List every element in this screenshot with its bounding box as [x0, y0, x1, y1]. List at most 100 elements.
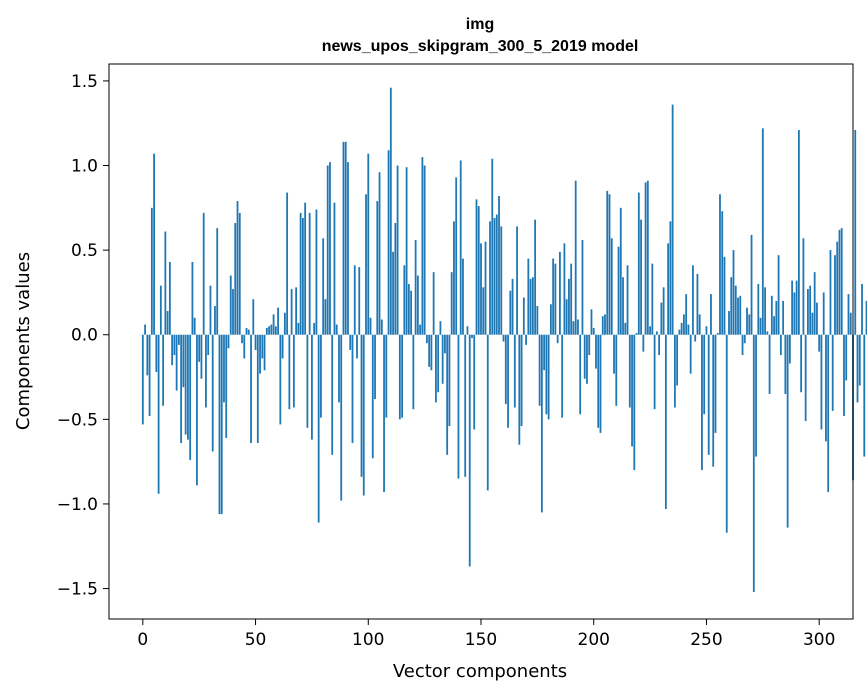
bar-185	[559, 251, 561, 335]
bar-133	[441, 334, 444, 384]
bar-105	[378, 172, 381, 335]
bar-117	[405, 167, 408, 335]
bar-205	[604, 314, 606, 335]
bar-271	[752, 334, 755, 592]
bar-140	[457, 334, 460, 479]
bar-41	[234, 223, 237, 335]
bar-186	[561, 334, 564, 418]
y-tick-label: 0.5	[71, 241, 98, 261]
bar-295	[807, 289, 809, 335]
bar-173	[531, 277, 534, 335]
bar-163	[509, 290, 512, 335]
bar-240	[683, 314, 685, 335]
bar-28	[205, 334, 207, 408]
bar-307	[834, 255, 836, 335]
bar-316	[854, 129, 857, 335]
bar-197	[586, 334, 588, 384]
bar-263	[734, 285, 737, 335]
bar-281	[775, 300, 778, 335]
bar-187	[563, 243, 566, 335]
bar-217	[631, 334, 633, 447]
bar-79	[320, 334, 322, 418]
bar-318	[858, 334, 861, 386]
bar-90	[344, 141, 347, 335]
bar-262	[732, 250, 735, 335]
bar-204	[601, 316, 604, 335]
bar-302	[822, 292, 825, 335]
bar-238	[678, 329, 681, 335]
bar-80	[322, 238, 325, 335]
bar-57	[270, 324, 273, 335]
bar-76	[313, 322, 316, 335]
bar-32	[214, 305, 216, 335]
bar-37	[225, 334, 228, 438]
bar-141	[459, 160, 462, 335]
bar-26	[200, 334, 203, 379]
y-tick-label: 0.0	[71, 326, 98, 346]
bar-121	[414, 239, 417, 335]
bar-176	[538, 334, 541, 406]
bar-125	[423, 165, 426, 335]
bar-68	[295, 287, 298, 335]
x-axis-ticks: 0 50 100 150 200 250 300	[137, 619, 835, 650]
bar-46	[245, 327, 248, 335]
bar-16	[177, 334, 180, 345]
bar-113	[396, 165, 399, 335]
bar-202	[597, 334, 600, 428]
bar-305	[829, 250, 832, 335]
bar-108	[385, 334, 388, 418]
bar-264	[737, 297, 739, 335]
bar-214	[624, 322, 627, 335]
x-tick-label: 150	[465, 630, 497, 650]
bar-75	[311, 334, 313, 440]
bar-100	[367, 153, 370, 335]
bar-184	[556, 334, 559, 344]
bar-200	[592, 327, 595, 335]
bar-261	[730, 277, 733, 335]
bar-31	[211, 334, 214, 452]
bar-58	[272, 314, 275, 335]
bar-43	[238, 212, 241, 335]
bar-177	[540, 334, 543, 513]
bar-308	[836, 241, 839, 335]
bar-228	[655, 331, 658, 335]
bar-53	[261, 334, 264, 359]
bar-29	[207, 334, 210, 356]
bar-164	[511, 278, 514, 335]
bar-82	[326, 165, 329, 335]
bar-148	[475, 199, 478, 335]
bar-112	[394, 223, 397, 335]
x-tick-label: 100	[352, 630, 384, 650]
bar-17	[180, 334, 183, 444]
x-tick-label: 200	[578, 630, 610, 650]
bar-265	[739, 295, 742, 335]
bar-317	[856, 334, 859, 403]
y-axis-ticks: −1.5 −1.0 −0.5 0.0 0.5 1.0 1.5	[57, 72, 109, 600]
bar-94	[353, 265, 356, 335]
bar-48	[250, 334, 252, 444]
bar-98	[362, 334, 365, 496]
bar-118	[407, 283, 410, 335]
bar-241	[685, 294, 688, 335]
plot-frame	[108, 63, 854, 620]
bar-95	[356, 334, 358, 359]
bar-304	[827, 334, 830, 493]
bar-253	[712, 334, 715, 467]
bar-196	[583, 334, 586, 379]
bar-260	[728, 311, 730, 335]
bar-275	[761, 128, 764, 335]
bar-143	[464, 334, 467, 477]
bar-8	[159, 285, 162, 335]
x-tick-label: 50	[245, 630, 267, 650]
bar-199	[590, 309, 593, 335]
bar-159	[500, 226, 503, 335]
bar-103	[374, 334, 376, 400]
bar-239	[680, 322, 683, 335]
bar-191	[572, 321, 575, 335]
bar-116	[403, 265, 406, 335]
bar-128	[430, 334, 433, 371]
bar-122	[416, 275, 419, 335]
bar-301	[820, 334, 823, 430]
bar-9	[162, 334, 165, 406]
bar-216	[628, 334, 631, 408]
